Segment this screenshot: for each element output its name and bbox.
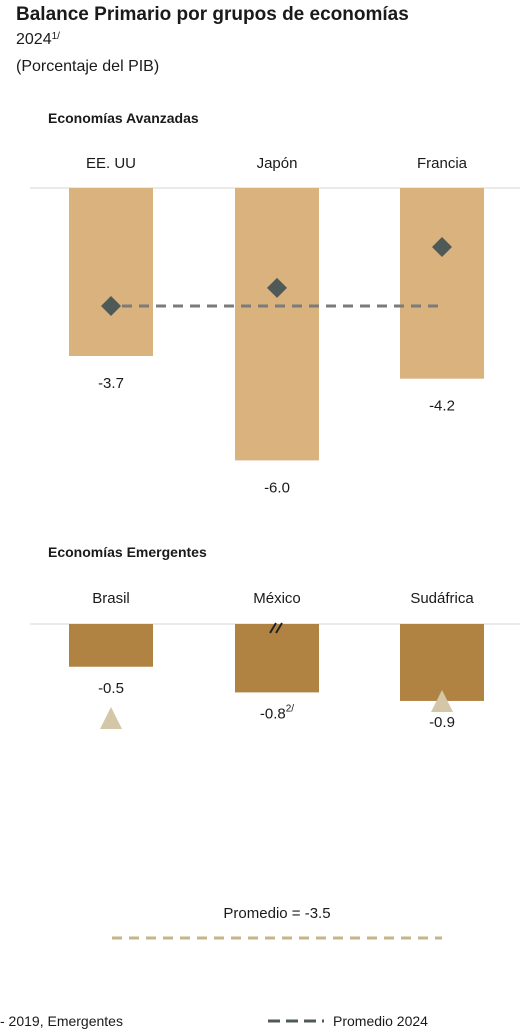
- category-label: Brasil: [92, 590, 130, 607]
- year-footnote: 1/: [51, 31, 60, 42]
- axis-break-mark: [269, 622, 277, 634]
- chart-unit: (Porcentaje del PIB): [16, 58, 160, 75]
- bar-value-label: -4.2: [429, 398, 455, 415]
- category-label: México: [253, 590, 301, 607]
- legend-left-label: - 2019, Emergentes: [0, 1013, 123, 1029]
- panel-title: Economías Avanzadas: [48, 110, 199, 126]
- category-label: Francia: [417, 155, 468, 172]
- bar: [400, 624, 484, 701]
- category-label: Sudáfrica: [410, 590, 474, 607]
- bar-value-label: -0.9: [429, 714, 455, 731]
- panel-title: Economías Emergentes: [48, 544, 207, 560]
- bar-value-label: -0.82/: [260, 703, 294, 722]
- chart-subtitle: 20241/: [16, 31, 60, 49]
- marker-diamond: [267, 277, 287, 298]
- bar: [69, 188, 153, 356]
- bar-value-label: -6.0: [264, 479, 290, 496]
- chart-title: Balance Primario por grupos de economías: [16, 4, 409, 25]
- year-label: 2024: [16, 31, 52, 48]
- bar-value-label: -3.7: [98, 375, 124, 392]
- marker-diamond: [432, 237, 452, 258]
- marker-triangle: [431, 689, 453, 712]
- marker-diamond: [101, 296, 121, 317]
- bar: [235, 624, 319, 693]
- axis-break-mark: [275, 622, 283, 634]
- bar: [69, 624, 153, 667]
- legend-right-label: Promedio 2024: [333, 1013, 428, 1029]
- bar-value-label: -0.5: [98, 680, 124, 697]
- category-label: EE. UU: [86, 155, 136, 172]
- bar: [400, 188, 484, 379]
- bar: [235, 188, 319, 461]
- footnote-mark: 2/: [286, 703, 295, 714]
- marker-triangle: [100, 707, 122, 730]
- category-label: Japón: [257, 155, 298, 172]
- average-label: Promedio = -3.5: [223, 905, 330, 922]
